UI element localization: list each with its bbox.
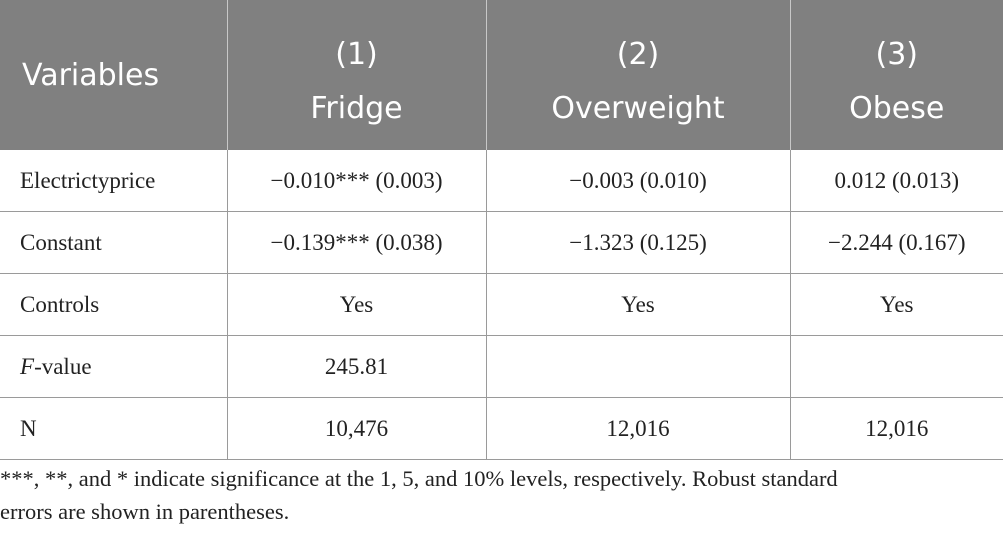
header-col-3-number: (3): [790, 0, 1003, 74]
footnote-line-1: ***, **, and * indicate significance at …: [0, 466, 838, 491]
table-cell: [789, 335, 1003, 398]
row-label-n: N: [0, 397, 228, 460]
table-cell: −2.244 (0.167): [789, 211, 1003, 274]
table-row: Electrictyprice −0.010*** (0.003) −0.003…: [0, 150, 1003, 212]
table-footnote: ***, **, and * indicate significance at …: [0, 462, 1003, 528]
table-cell: 12,016: [789, 397, 1003, 460]
table-cell: 0.012 (0.013): [789, 150, 1003, 212]
table-cell: 10,476: [226, 397, 487, 460]
table-body: Electrictyprice −0.010*** (0.003) −0.003…: [0, 150, 1003, 460]
footnote-line-2: errors are shown in parentheses.: [0, 499, 290, 524]
table-row: Constant −0.139*** (0.038) −1.323 (0.125…: [0, 211, 1003, 274]
table-cell: [485, 335, 791, 398]
table-cell: −1.323 (0.125): [485, 211, 791, 274]
table-cell: −0.010*** (0.003): [226, 150, 487, 212]
regression-table: Variables (1) (2) (3) Fridge Overweight …: [0, 0, 1003, 460]
table-cell: 245.81: [226, 335, 487, 398]
header-col-1-number: (1): [227, 0, 487, 74]
header-row-names: Fridge Overweight Obese: [0, 74, 1003, 150]
row-label-constant: Constant: [0, 211, 228, 274]
regression-table-container: Variables (1) (2) (3) Fridge Overweight …: [0, 0, 1003, 460]
row-label-f-rest: -value: [34, 353, 92, 379]
table-cell: −0.139*** (0.038): [226, 211, 487, 274]
table-cell: Yes: [789, 273, 1003, 336]
row-label-f-italic: F: [20, 353, 35, 379]
header-variables: Variables: [0, 0, 228, 150]
table-row: Controls Yes Yes Yes: [0, 273, 1003, 336]
table-row: N 10,476 12,016 12,016: [0, 397, 1003, 460]
row-label-f-value: F-value: [0, 335, 228, 398]
header-col-2-name: Overweight: [486, 74, 791, 150]
table-row: F-value 245.81: [0, 335, 1003, 398]
header-row-numbers: Variables (1) (2) (3): [0, 0, 1003, 150]
table-header: Variables (1) (2) (3) Fridge Overweight …: [0, 0, 1003, 150]
table-cell: Yes: [226, 273, 487, 336]
header-col-3-name: Obese: [790, 74, 1003, 150]
table-cell: −0.003 (0.010): [485, 150, 791, 212]
header-col-1-name: Fridge: [227, 74, 487, 150]
row-label-controls: Controls: [0, 273, 228, 336]
row-label-electricityprice: Electrictyprice: [0, 150, 228, 212]
table-cell: Yes: [485, 273, 791, 336]
table-cell: 12,016: [485, 397, 791, 460]
header-col-2-number: (2): [486, 0, 791, 74]
